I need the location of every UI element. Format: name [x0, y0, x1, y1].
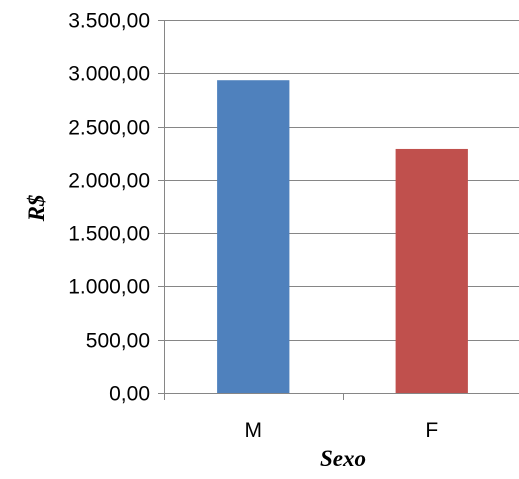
y-tick-labels: 0,00 500,00 1.000,00 1.500,00 2.000,00 2.500,…	[68, 10, 150, 406]
bars	[217, 80, 468, 393]
x-tick-label: F	[425, 419, 438, 442]
y-tick-label: 1.000,00	[68, 276, 150, 299]
y-tick-label: 0,00	[109, 383, 150, 406]
x-tick-label: M	[245, 419, 263, 442]
y-tick-label: 1.500,00	[68, 223, 150, 246]
y-tick-label: 500,00	[86, 330, 150, 353]
y-tick-label: 2.500,00	[68, 117, 150, 140]
axes	[158, 20, 519, 400]
y-axis-title: R$	[24, 194, 49, 222]
x-axis-title: Sexo	[320, 446, 366, 471]
y-tick-label: 3.000,00	[68, 63, 150, 86]
bar-m	[217, 80, 290, 393]
y-tick-label: 3.500,00	[68, 10, 150, 33]
bar-f	[395, 148, 468, 393]
y-tick-label: 2.000,00	[68, 170, 150, 193]
